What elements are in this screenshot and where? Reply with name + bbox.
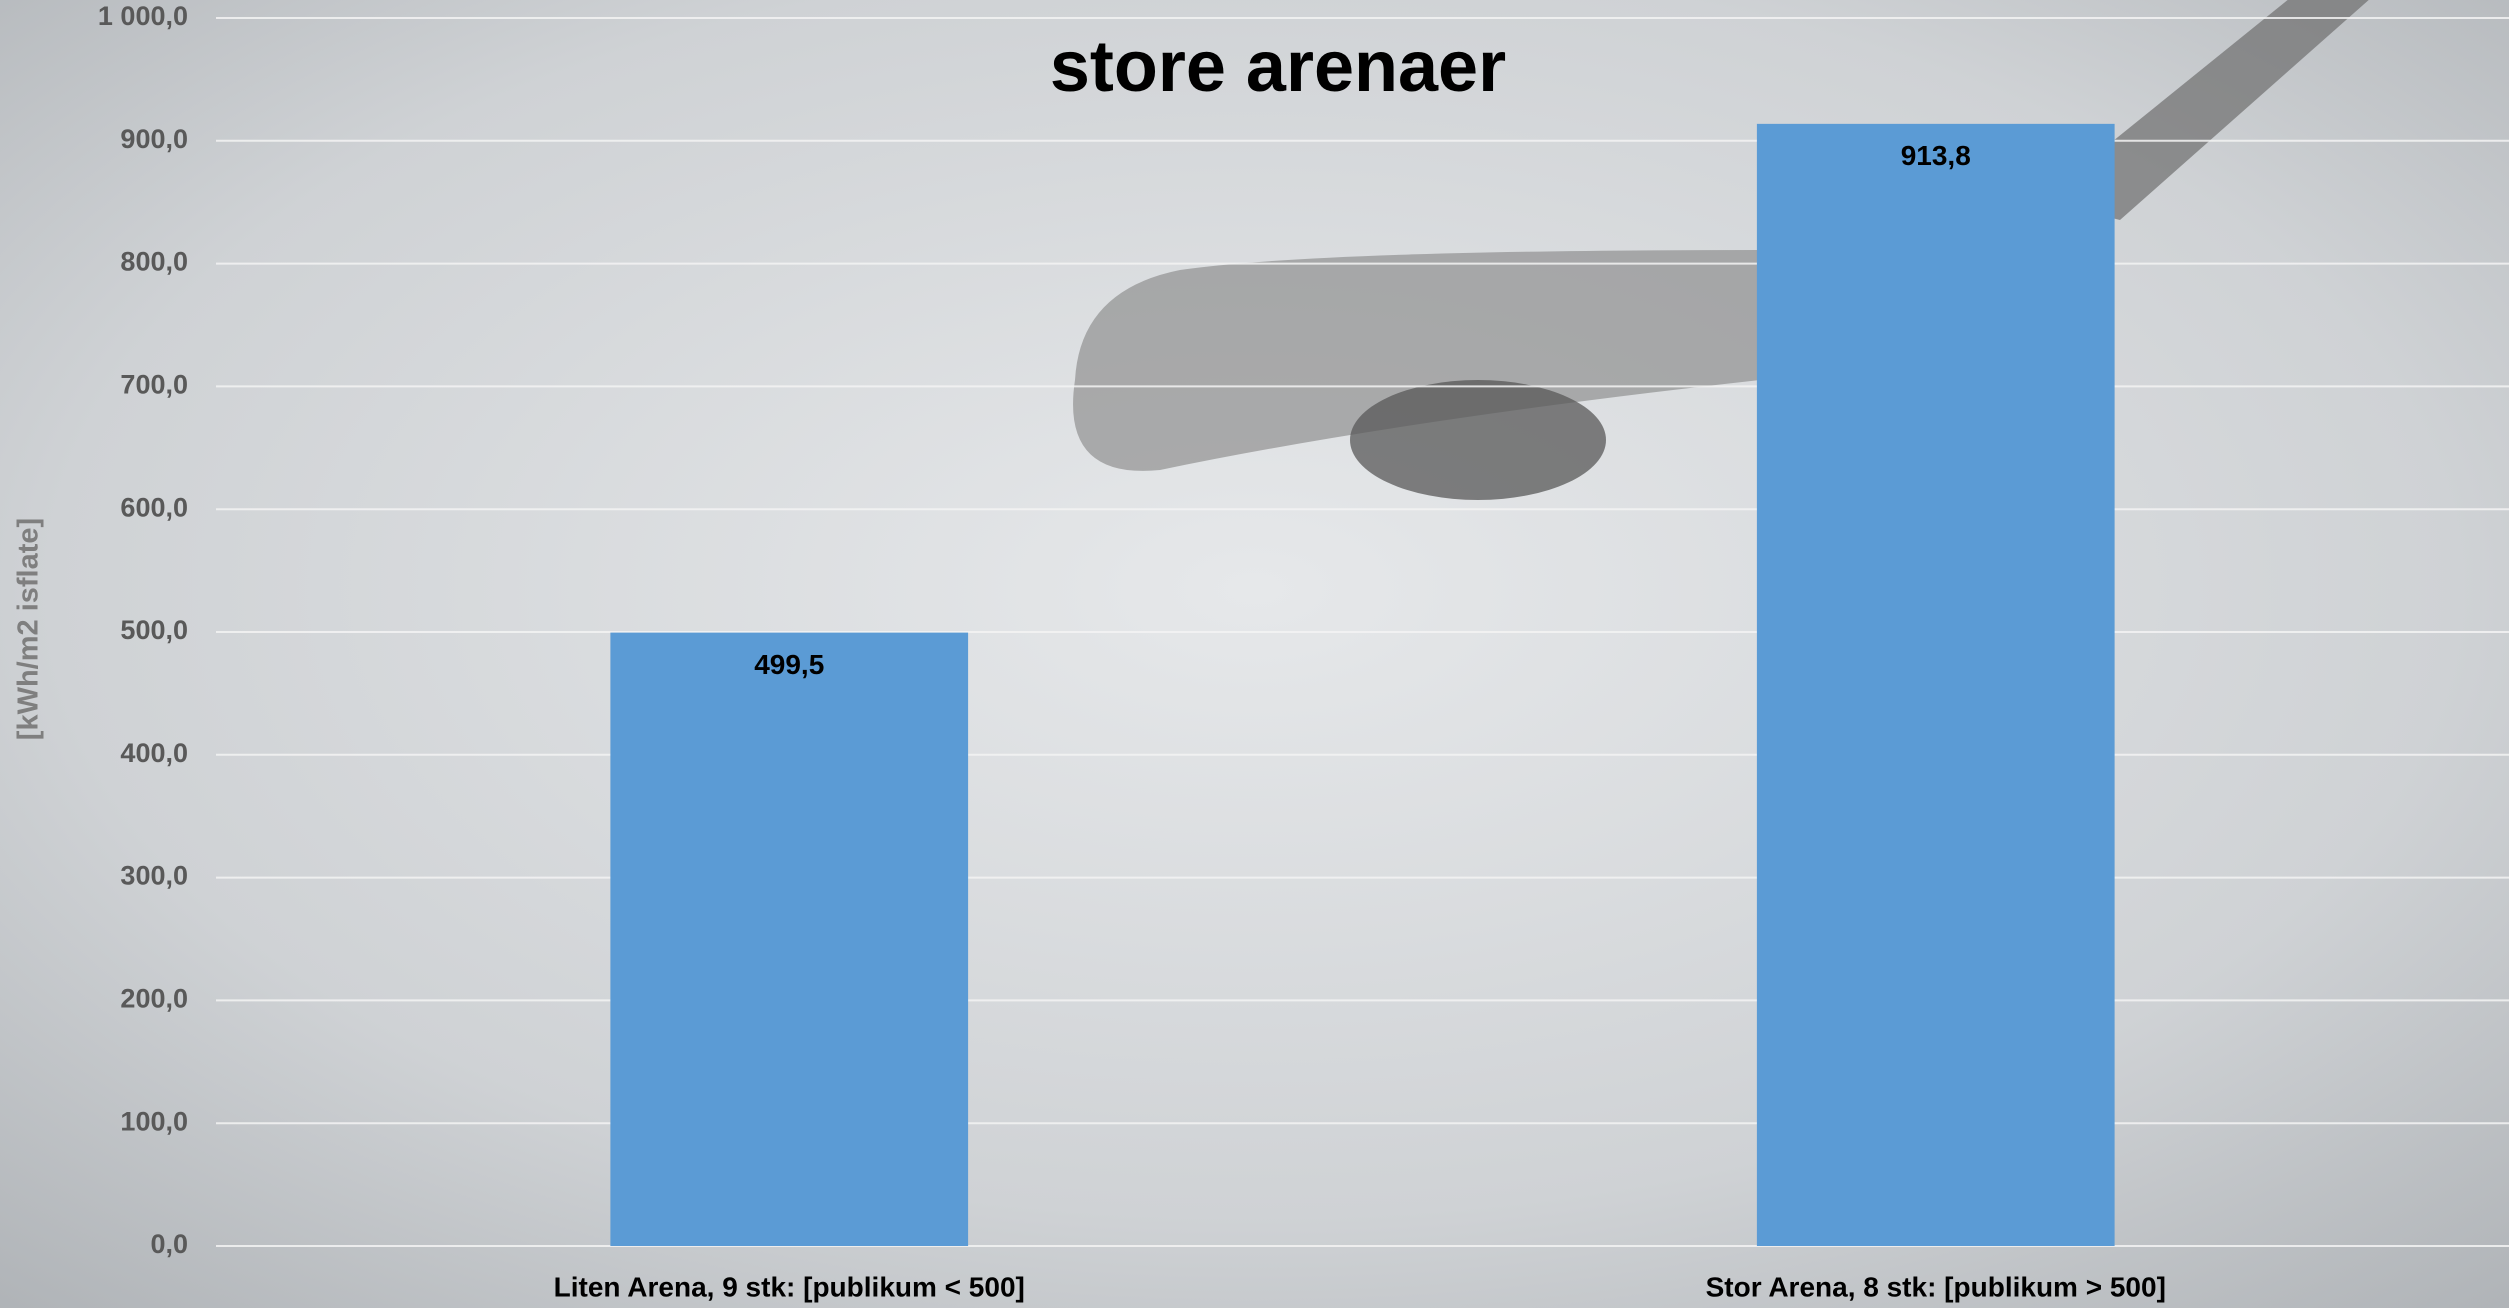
y-tick-label: 0,0 — [150, 1229, 188, 1259]
y-tick-label: 1 000,0 — [98, 1, 188, 31]
chart-title: store arenaer — [1050, 27, 1506, 107]
y-axis-label: [kWh/m2 isflate] — [13, 518, 45, 740]
data-label: 499,5 — [754, 649, 824, 680]
bar — [610, 633, 968, 1246]
page: {"chart_data": {"type": "bar", "title": … — [0, 0, 2509, 1308]
y-tick-label: 900,0 — [120, 124, 188, 154]
y-tick-label: 400,0 — [120, 738, 188, 768]
y-tick-label: 500,0 — [120, 615, 188, 645]
y-tick-label: 800,0 — [120, 247, 188, 277]
chart: store arenaer [kWh/m2 isflate] 0,0 100,0 2… — [0, 0, 2509, 1308]
y-tick-label: 100,0 — [120, 1106, 188, 1136]
x-tick-label: Stor Arena, 8 stk: [publikum > 500] — [1706, 1271, 2166, 1302]
y-tick-label: 700,0 — [120, 370, 188, 400]
y-tick-label: 300,0 — [120, 861, 188, 891]
y-tick-label: 200,0 — [120, 984, 188, 1014]
y-tick-label: 600,0 — [120, 492, 188, 522]
x-tick-label: Liten Arena, 9 stk: [publikum < 500] — [554, 1271, 1025, 1302]
puck — [1350, 380, 1606, 500]
bar — [1757, 124, 2115, 1246]
data-label: 913,8 — [1901, 140, 1971, 171]
